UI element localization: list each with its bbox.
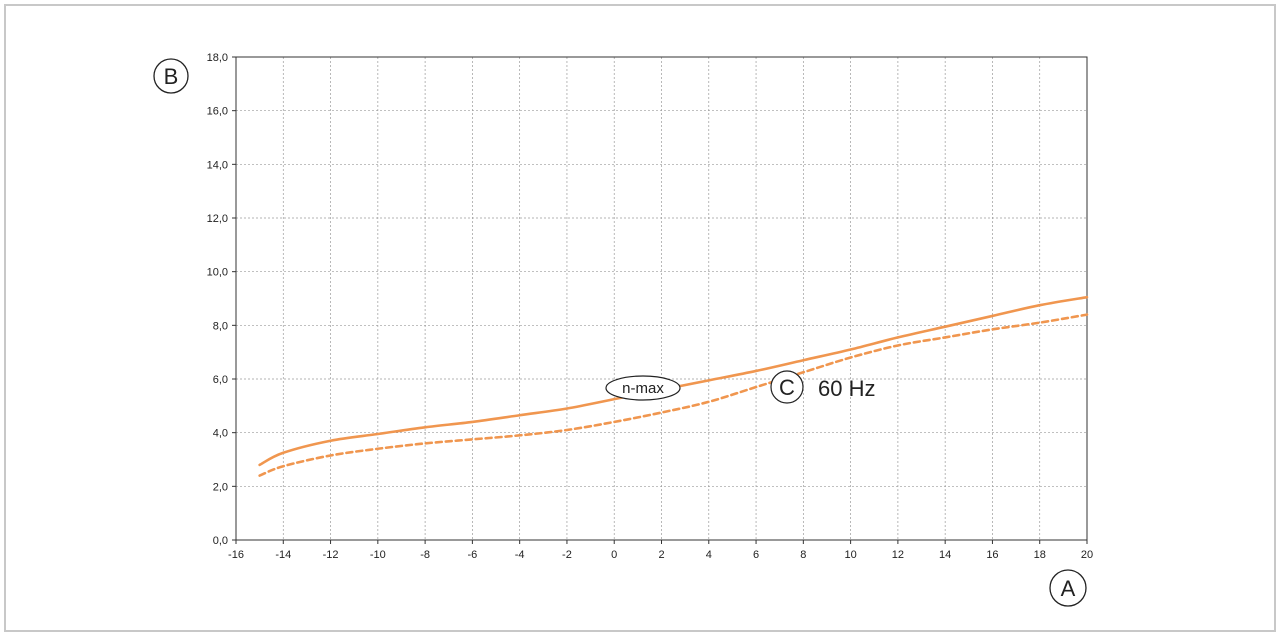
y-tick-label: 8,0 bbox=[213, 320, 228, 332]
series-line-dashed bbox=[258, 313, 1089, 477]
x-tick-label: -14 bbox=[275, 549, 291, 561]
y-tick-label: 6,0 bbox=[213, 374, 228, 386]
plot-border bbox=[235, 56, 1088, 541]
y-tick-label: 14,0 bbox=[207, 159, 228, 171]
x-tick-label: 0 bbox=[611, 549, 617, 561]
y-tick-label: 10,0 bbox=[207, 267, 228, 279]
chart-svg: -16 -14 -12 -10 -8 -6 -4 -2 0 2 4 6 8 10 12 14 16 18 20 0,… bbox=[153, 52, 1093, 607]
x-tick-label: 4 bbox=[706, 549, 712, 561]
series-label-n-max: n-max bbox=[605, 375, 681, 401]
x-axis-badge-label: A bbox=[1061, 576, 1076, 601]
x-tick-label: -6 bbox=[467, 549, 477, 561]
x-tick-label: 18 bbox=[1034, 549, 1046, 561]
x-tick-label: 12 bbox=[892, 549, 904, 561]
x-tick-label: -4 bbox=[515, 549, 525, 561]
y-axis-badge-label: B bbox=[164, 64, 179, 89]
x-tick-label: 20 bbox=[1081, 549, 1093, 561]
x-tick-label: -16 bbox=[228, 549, 244, 561]
frequency-label: 60 Hz bbox=[818, 376, 875, 401]
x-tick-label: -12 bbox=[323, 549, 339, 561]
y-tick-label: 2,0 bbox=[213, 481, 228, 493]
x-tick-label: 2 bbox=[658, 549, 664, 561]
x-tick-label: -10 bbox=[370, 549, 386, 561]
chart-frame: -16 -14 -12 -10 -8 -6 -4 -2 0 2 4 6 8 10 12 14 16 18 20 0,… bbox=[4, 4, 1276, 632]
x-tick-label: 10 bbox=[844, 549, 856, 561]
x-tick-label: 6 bbox=[753, 549, 759, 561]
x-tick-label: -8 bbox=[420, 549, 430, 561]
frequency-annotation: C 60 Hz bbox=[770, 370, 875, 404]
y-tick-label: 18,0 bbox=[207, 52, 228, 64]
chart-grid bbox=[232, 56, 1088, 544]
y-tick-labels: 0,0 2,0 4,0 6,0 8,0 10,0 12,0 14,0 16,0 18,0 bbox=[207, 52, 228, 547]
frequency-badge-label: C bbox=[779, 375, 795, 400]
x-tick-label: 16 bbox=[986, 549, 998, 561]
y-tick-label: 4,0 bbox=[213, 428, 228, 440]
x-axis-badge: A bbox=[1049, 569, 1087, 607]
y-axis-badge: B bbox=[153, 58, 189, 94]
y-tick-label: 16,0 bbox=[207, 106, 228, 118]
y-tick-label: 12,0 bbox=[207, 213, 228, 225]
series-label-n-max-text: n-max bbox=[622, 380, 664, 397]
x-tick-labels: -16 -14 -12 -10 -8 -6 -4 -2 0 2 4 6 8 10 12 14 16 18 20 bbox=[228, 549, 1093, 561]
x-tick-label: 8 bbox=[800, 549, 806, 561]
x-tick-label: 14 bbox=[939, 549, 951, 561]
x-tick-label: -2 bbox=[562, 549, 572, 561]
y-tick-label: 0,0 bbox=[213, 535, 228, 547]
